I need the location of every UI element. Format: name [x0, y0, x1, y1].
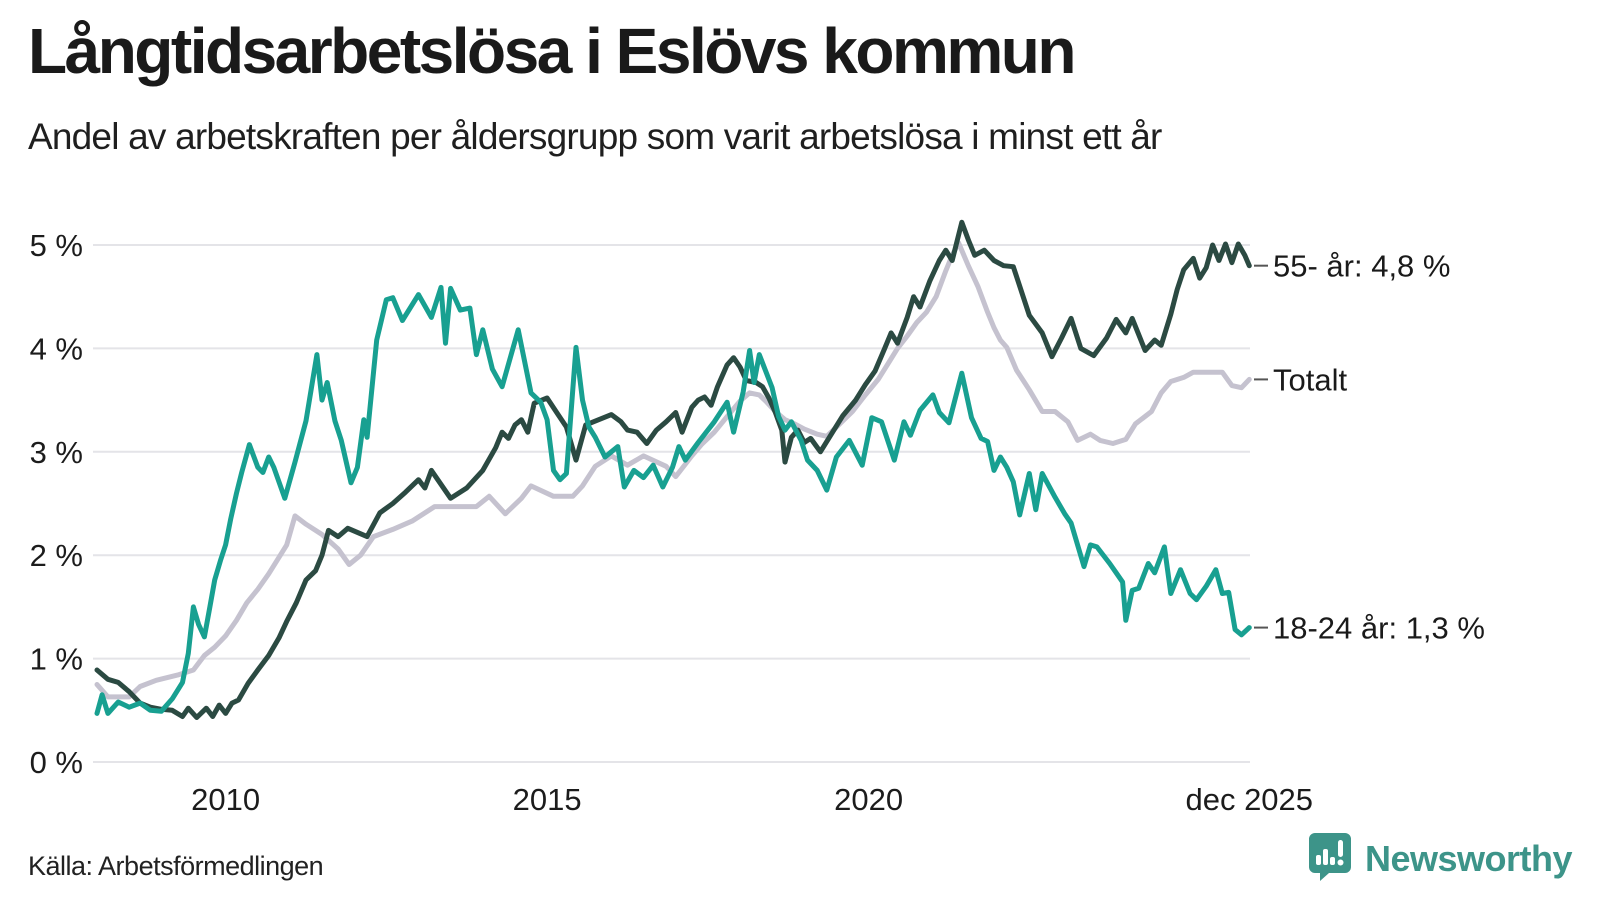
y-tick-label: 3 % [30, 435, 83, 470]
y-tick-label: 1 % [30, 642, 83, 677]
x-tick-label: 2020 [834, 782, 903, 817]
newsworthy-logo-icon [1307, 831, 1353, 886]
y-tick-label: 4 % [30, 331, 83, 366]
x-tick-label: 2010 [191, 782, 260, 817]
series-line-totalt [94, 240, 1252, 700]
page-title: Långtidsarbetslösa i Eslövs kommun [28, 15, 1076, 87]
series-end-label-alder1824: 18-24 år: 1,3 % [1273, 611, 1485, 646]
series-end-label-totalt: Totalt [1273, 362, 1347, 397]
y-tick-label: 5 % [30, 228, 83, 263]
series-end-label-alder55: 55- år: 4,8 % [1273, 249, 1450, 284]
y-tick-label: 0 % [30, 745, 83, 780]
y-tick-label: 2 % [30, 538, 83, 573]
x-tick-label: 2015 [513, 782, 582, 817]
series-line-alder1824 [94, 284, 1252, 716]
series-line-alder55 [94, 219, 1252, 720]
source-note: Källa: Arbetsförmedlingen [28, 851, 324, 881]
newsworthy-brand: Newsworthy [1307, 831, 1573, 886]
x-tick-label: dec 2025 [1185, 782, 1313, 817]
newsworthy-wordmark: Newsworthy [1364, 837, 1573, 879]
page-subtitle: Andel av arbetskraften per åldersgrupp s… [28, 116, 1162, 157]
